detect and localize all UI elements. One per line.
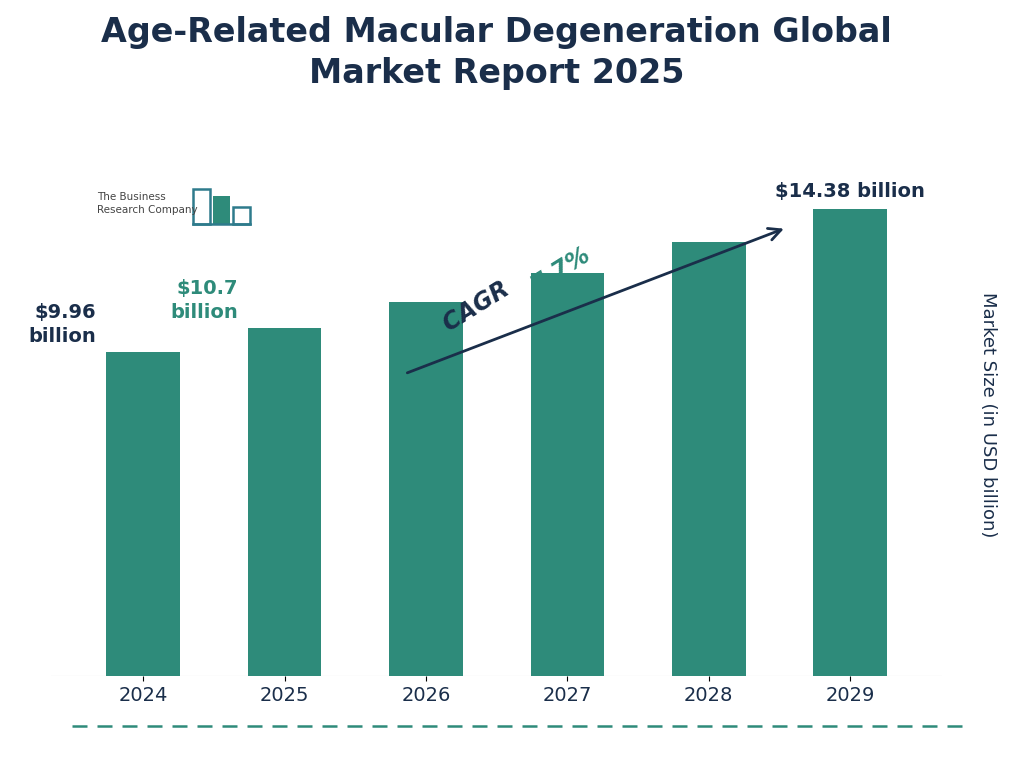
Bar — [193, 189, 210, 224]
Bar — [248, 329, 322, 676]
Text: Market Size (in USD billion): Market Size (in USD billion) — [979, 292, 997, 538]
Bar — [233, 207, 250, 224]
Title: Age-Related Macular Degeneration Global
Market Report 2025: Age-Related Macular Degeneration Global … — [101, 15, 892, 90]
Text: $10.7
billion: $10.7 billion — [170, 280, 238, 322]
Text: The Business
Research Company: The Business Research Company — [97, 192, 198, 215]
Text: CAGR: CAGR — [439, 273, 520, 336]
Text: $9.96
billion: $9.96 billion — [29, 303, 96, 346]
Text: $14.38 billion: $14.38 billion — [775, 182, 925, 200]
Bar — [213, 196, 230, 224]
Bar — [672, 242, 745, 676]
Bar — [106, 353, 180, 676]
Text: 7.7%: 7.7% — [526, 243, 595, 297]
Bar — [389, 302, 463, 676]
Bar — [813, 209, 887, 676]
Bar — [530, 273, 604, 676]
